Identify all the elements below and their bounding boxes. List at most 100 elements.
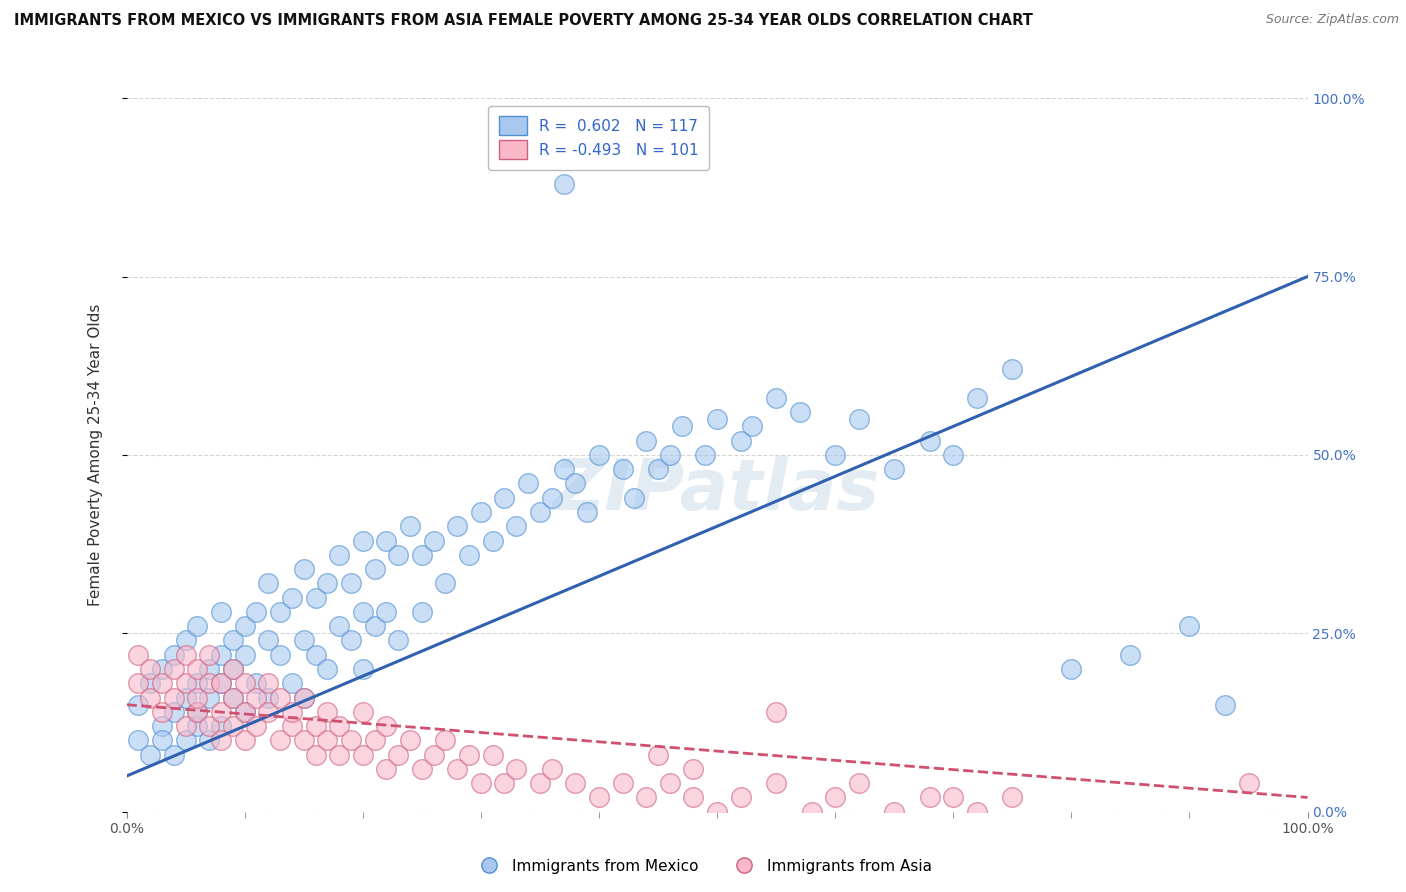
Point xyxy=(139,662,162,676)
Point xyxy=(612,776,634,790)
Point xyxy=(209,719,232,733)
Point xyxy=(730,790,752,805)
Point xyxy=(198,733,221,747)
Point xyxy=(245,676,267,690)
Point xyxy=(186,719,208,733)
Point xyxy=(1060,662,1083,676)
Point xyxy=(281,591,304,605)
Point xyxy=(150,705,173,719)
Point xyxy=(209,705,232,719)
Point xyxy=(564,476,586,491)
Point xyxy=(505,519,527,533)
Point xyxy=(186,690,208,705)
Point xyxy=(233,705,256,719)
Point xyxy=(233,676,256,690)
Point xyxy=(245,690,267,705)
Point xyxy=(352,747,374,762)
Point xyxy=(222,719,245,733)
Point xyxy=(375,719,398,733)
Point xyxy=(966,805,988,819)
Point xyxy=(918,434,941,448)
Point xyxy=(163,662,186,676)
Point xyxy=(198,648,221,662)
Point xyxy=(434,733,457,747)
Point xyxy=(127,648,149,662)
Point xyxy=(588,448,610,462)
Point xyxy=(375,533,398,548)
Point xyxy=(883,805,905,819)
Point xyxy=(1237,776,1260,790)
Point xyxy=(411,548,433,562)
Point xyxy=(446,762,468,776)
Point xyxy=(233,648,256,662)
Point xyxy=(174,633,197,648)
Point xyxy=(458,548,481,562)
Point xyxy=(174,648,197,662)
Point xyxy=(553,177,575,191)
Point xyxy=(363,733,385,747)
Point xyxy=(647,747,669,762)
Point xyxy=(470,505,492,519)
Point xyxy=(352,605,374,619)
Point xyxy=(942,448,965,462)
Point xyxy=(340,576,363,591)
Point xyxy=(375,762,398,776)
Point xyxy=(292,633,315,648)
Point xyxy=(328,548,350,562)
Point xyxy=(434,576,457,591)
Point xyxy=(257,576,280,591)
Point xyxy=(163,747,186,762)
Point xyxy=(127,733,149,747)
Y-axis label: Female Poverty Among 25-34 Year Olds: Female Poverty Among 25-34 Year Olds xyxy=(89,304,103,606)
Point xyxy=(281,705,304,719)
Point xyxy=(647,462,669,476)
Point xyxy=(222,662,245,676)
Point xyxy=(553,462,575,476)
Point xyxy=(363,562,385,576)
Point xyxy=(1213,698,1236,712)
Point xyxy=(505,762,527,776)
Point xyxy=(139,676,162,690)
Point xyxy=(1178,619,1201,633)
Point xyxy=(174,719,197,733)
Point xyxy=(316,662,339,676)
Point xyxy=(139,747,162,762)
Point xyxy=(292,690,315,705)
Point xyxy=(186,705,208,719)
Point xyxy=(765,391,787,405)
Point xyxy=(150,676,173,690)
Point xyxy=(765,705,787,719)
Point xyxy=(281,676,304,690)
Point xyxy=(245,719,267,733)
Point xyxy=(222,690,245,705)
Text: ZIPatlas: ZIPatlas xyxy=(554,456,880,525)
Point xyxy=(375,605,398,619)
Point xyxy=(281,719,304,733)
Point xyxy=(292,733,315,747)
Point xyxy=(292,562,315,576)
Point xyxy=(186,619,208,633)
Point xyxy=(198,662,221,676)
Point xyxy=(316,733,339,747)
Point xyxy=(671,419,693,434)
Point xyxy=(257,690,280,705)
Point xyxy=(695,448,717,462)
Point xyxy=(174,676,197,690)
Point xyxy=(363,619,385,633)
Point xyxy=(529,505,551,519)
Point xyxy=(470,776,492,790)
Point xyxy=(824,448,846,462)
Legend: Immigrants from Mexico, Immigrants from Asia: Immigrants from Mexico, Immigrants from … xyxy=(468,853,938,880)
Point xyxy=(209,605,232,619)
Point xyxy=(540,491,562,505)
Point xyxy=(316,576,339,591)
Point xyxy=(233,619,256,633)
Point xyxy=(340,633,363,648)
Point xyxy=(1001,790,1024,805)
Point xyxy=(233,733,256,747)
Point xyxy=(918,790,941,805)
Point xyxy=(186,676,208,690)
Point xyxy=(174,733,197,747)
Point xyxy=(269,690,291,705)
Point xyxy=(824,790,846,805)
